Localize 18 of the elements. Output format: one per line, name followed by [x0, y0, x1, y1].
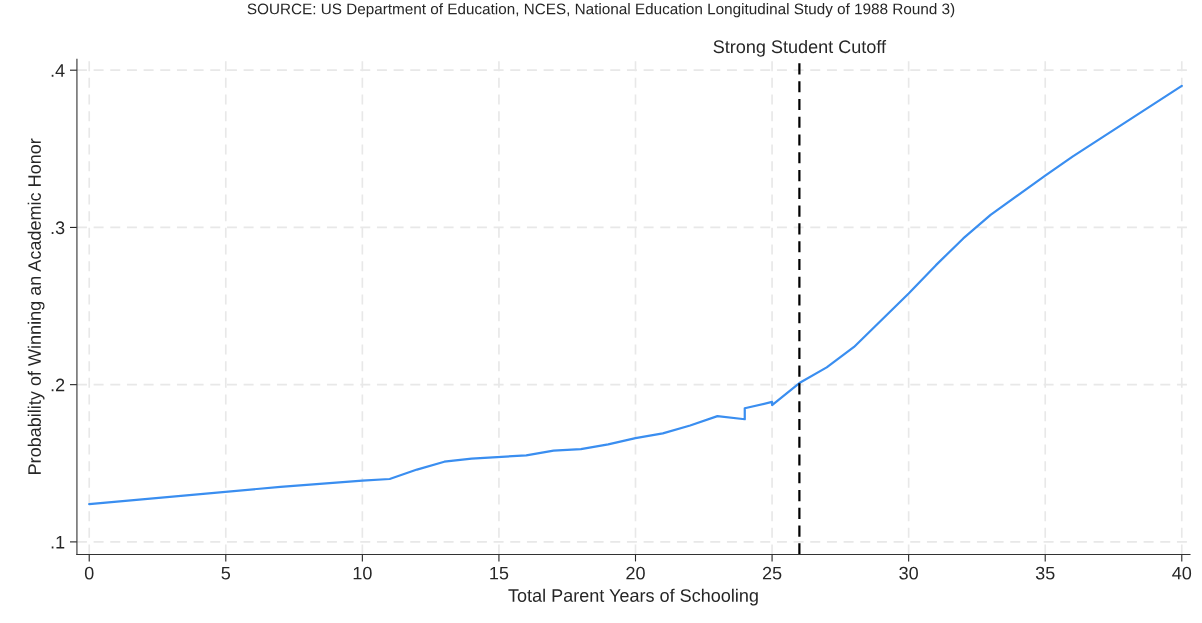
x-tick-label: 5 — [221, 566, 231, 580]
x-tick-label: 0 — [84, 566, 94, 580]
x-tick-label: 20 — [626, 566, 645, 580]
y-tick-label: .2 — [51, 378, 65, 392]
y-axis-title: Probability of Winning an Academic Honor — [27, 138, 45, 474]
y-tick-label: .4 — [51, 64, 65, 77]
y-tick-label: .1 — [51, 536, 65, 549]
x-tick-label: 10 — [353, 566, 372, 580]
ref-line-label: Strong Student Cutoff — [713, 39, 887, 57]
x-tick-label: 30 — [899, 566, 918, 580]
x-tick-label: 35 — [1035, 566, 1055, 580]
x-tick-label: 15 — [490, 566, 509, 580]
x-tick-label: 25 — [762, 566, 782, 580]
source-note: SOURCE: US Department of Education, NCES, National Education Longitudinal Study of 1988 Round 3) — [247, 3, 955, 18]
line-series — [88, 84, 1183, 506]
x-tick-label: 40 — [1172, 566, 1192, 580]
y-tick-label: .3 — [51, 221, 65, 235]
x-axis-title: Total Parent Years of Schooling — [508, 588, 758, 606]
